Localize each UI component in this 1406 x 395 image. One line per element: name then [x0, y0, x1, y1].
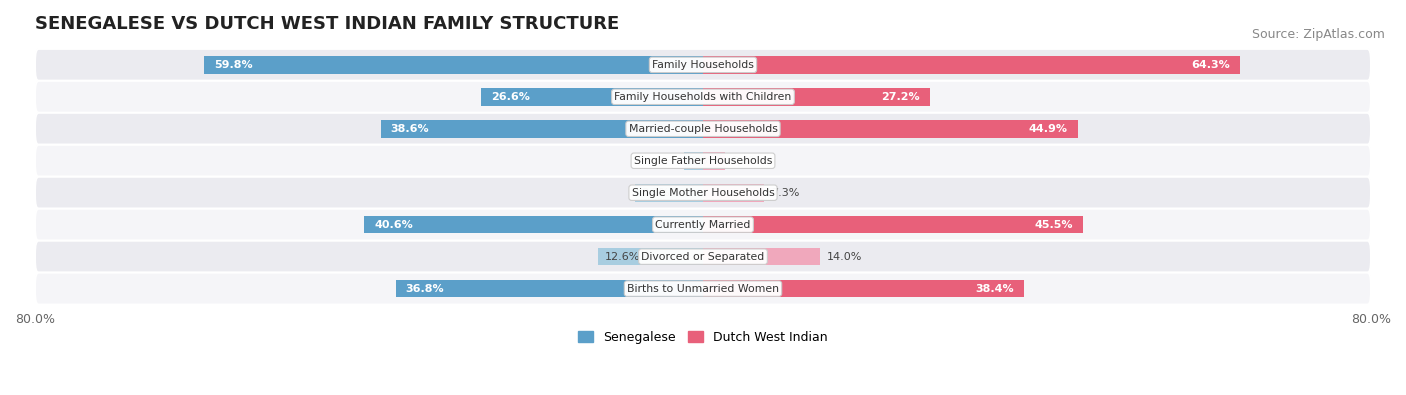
Bar [481, 88, 703, 105]
Bar [683, 152, 703, 169]
FancyBboxPatch shape [35, 241, 1371, 273]
Text: SENEGALESE VS DUTCH WEST INDIAN FAMILY STRUCTURE: SENEGALESE VS DUTCH WEST INDIAN FAMILY S… [35, 15, 619, 33]
Text: Source: ZipAtlas.com: Source: ZipAtlas.com [1251, 28, 1385, 41]
Text: Single Mother Households: Single Mother Households [631, 188, 775, 198]
Bar [381, 120, 703, 137]
Bar [634, 184, 703, 201]
FancyBboxPatch shape [35, 177, 1371, 209]
Text: 8.2%: 8.2% [641, 188, 669, 198]
Text: Married-couple Households: Married-couple Households [628, 124, 778, 134]
Text: Family Households: Family Households [652, 60, 754, 70]
Bar [703, 152, 724, 169]
Text: Currently Married: Currently Married [655, 220, 751, 229]
Text: 26.6%: 26.6% [491, 92, 530, 102]
Text: 40.6%: 40.6% [374, 220, 413, 229]
Text: Single Father Households: Single Father Households [634, 156, 772, 166]
Legend: Senegalese, Dutch West Indian: Senegalese, Dutch West Indian [574, 326, 832, 349]
Text: 45.5%: 45.5% [1035, 220, 1073, 229]
FancyBboxPatch shape [35, 209, 1371, 241]
FancyBboxPatch shape [35, 49, 1371, 81]
FancyBboxPatch shape [35, 113, 1371, 145]
Text: 12.6%: 12.6% [605, 252, 640, 261]
Bar [703, 88, 931, 105]
Text: Births to Unmarried Women: Births to Unmarried Women [627, 284, 779, 293]
FancyBboxPatch shape [35, 145, 1371, 177]
Bar [703, 280, 1024, 297]
Bar [364, 216, 703, 233]
Bar [395, 280, 703, 297]
Bar [703, 216, 1083, 233]
Text: 27.2%: 27.2% [882, 92, 920, 102]
Text: Family Households with Children: Family Households with Children [614, 92, 792, 102]
Bar [703, 184, 763, 201]
Text: 44.9%: 44.9% [1029, 124, 1069, 134]
Text: 14.0%: 14.0% [827, 252, 862, 261]
Text: 38.4%: 38.4% [974, 284, 1014, 293]
Text: 64.3%: 64.3% [1191, 60, 1230, 70]
Text: 59.8%: 59.8% [214, 60, 252, 70]
Text: 38.6%: 38.6% [391, 124, 429, 134]
Text: 7.3%: 7.3% [770, 188, 799, 198]
Text: 2.3%: 2.3% [690, 156, 718, 166]
Text: 2.6%: 2.6% [731, 156, 759, 166]
FancyBboxPatch shape [35, 81, 1371, 113]
Bar [703, 248, 820, 265]
Bar [204, 56, 703, 73]
Text: Divorced or Separated: Divorced or Separated [641, 252, 765, 261]
Text: 36.8%: 36.8% [406, 284, 444, 293]
FancyBboxPatch shape [35, 273, 1371, 305]
Bar [703, 56, 1240, 73]
Bar [598, 248, 703, 265]
Bar [703, 120, 1078, 137]
